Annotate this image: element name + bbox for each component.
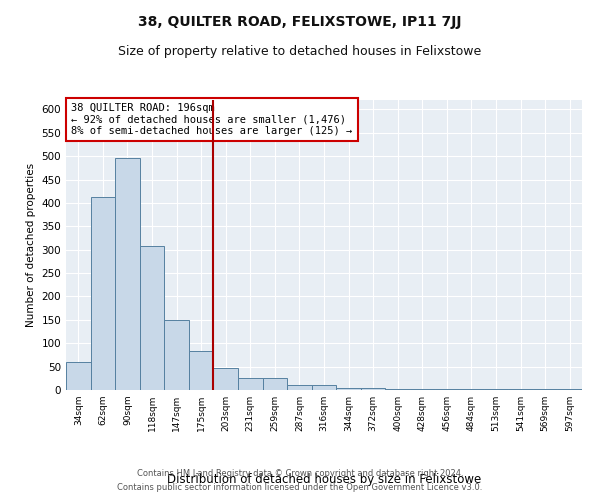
Bar bbox=[385, 389, 410, 390]
Bar bbox=[263, 378, 287, 390]
Bar bbox=[238, 378, 263, 390]
Text: Contains HM Land Registry data © Crown copyright and database right 2024.: Contains HM Land Registry data © Crown c… bbox=[137, 468, 463, 477]
Bar bbox=[287, 386, 312, 390]
Bar bbox=[164, 320, 189, 390]
Bar bbox=[533, 389, 557, 390]
Bar bbox=[410, 389, 434, 390]
Bar bbox=[361, 388, 385, 390]
Bar bbox=[459, 389, 484, 390]
Bar bbox=[214, 368, 238, 390]
Text: 38 QUILTER ROAD: 196sqm
← 92% of detached houses are smaller (1,476)
8% of semi-: 38 QUILTER ROAD: 196sqm ← 92% of detache… bbox=[71, 103, 352, 136]
Y-axis label: Number of detached properties: Number of detached properties bbox=[26, 163, 36, 327]
Bar bbox=[66, 362, 91, 390]
Bar bbox=[434, 389, 459, 390]
Bar bbox=[508, 389, 533, 390]
Bar bbox=[484, 389, 508, 390]
Bar bbox=[115, 158, 140, 390]
Text: Size of property relative to detached houses in Felixstowe: Size of property relative to detached ho… bbox=[118, 45, 482, 58]
Bar bbox=[189, 351, 214, 390]
Bar bbox=[91, 197, 115, 390]
Bar bbox=[312, 386, 336, 390]
Bar bbox=[557, 389, 582, 390]
Text: Contains public sector information licensed under the Open Government Licence v3: Contains public sector information licen… bbox=[118, 484, 482, 492]
X-axis label: Distribution of detached houses by size in Felixstowe: Distribution of detached houses by size … bbox=[167, 473, 481, 486]
Bar bbox=[140, 246, 164, 390]
Text: 38, QUILTER ROAD, FELIXSTOWE, IP11 7JJ: 38, QUILTER ROAD, FELIXSTOWE, IP11 7JJ bbox=[138, 15, 462, 29]
Bar bbox=[336, 388, 361, 390]
